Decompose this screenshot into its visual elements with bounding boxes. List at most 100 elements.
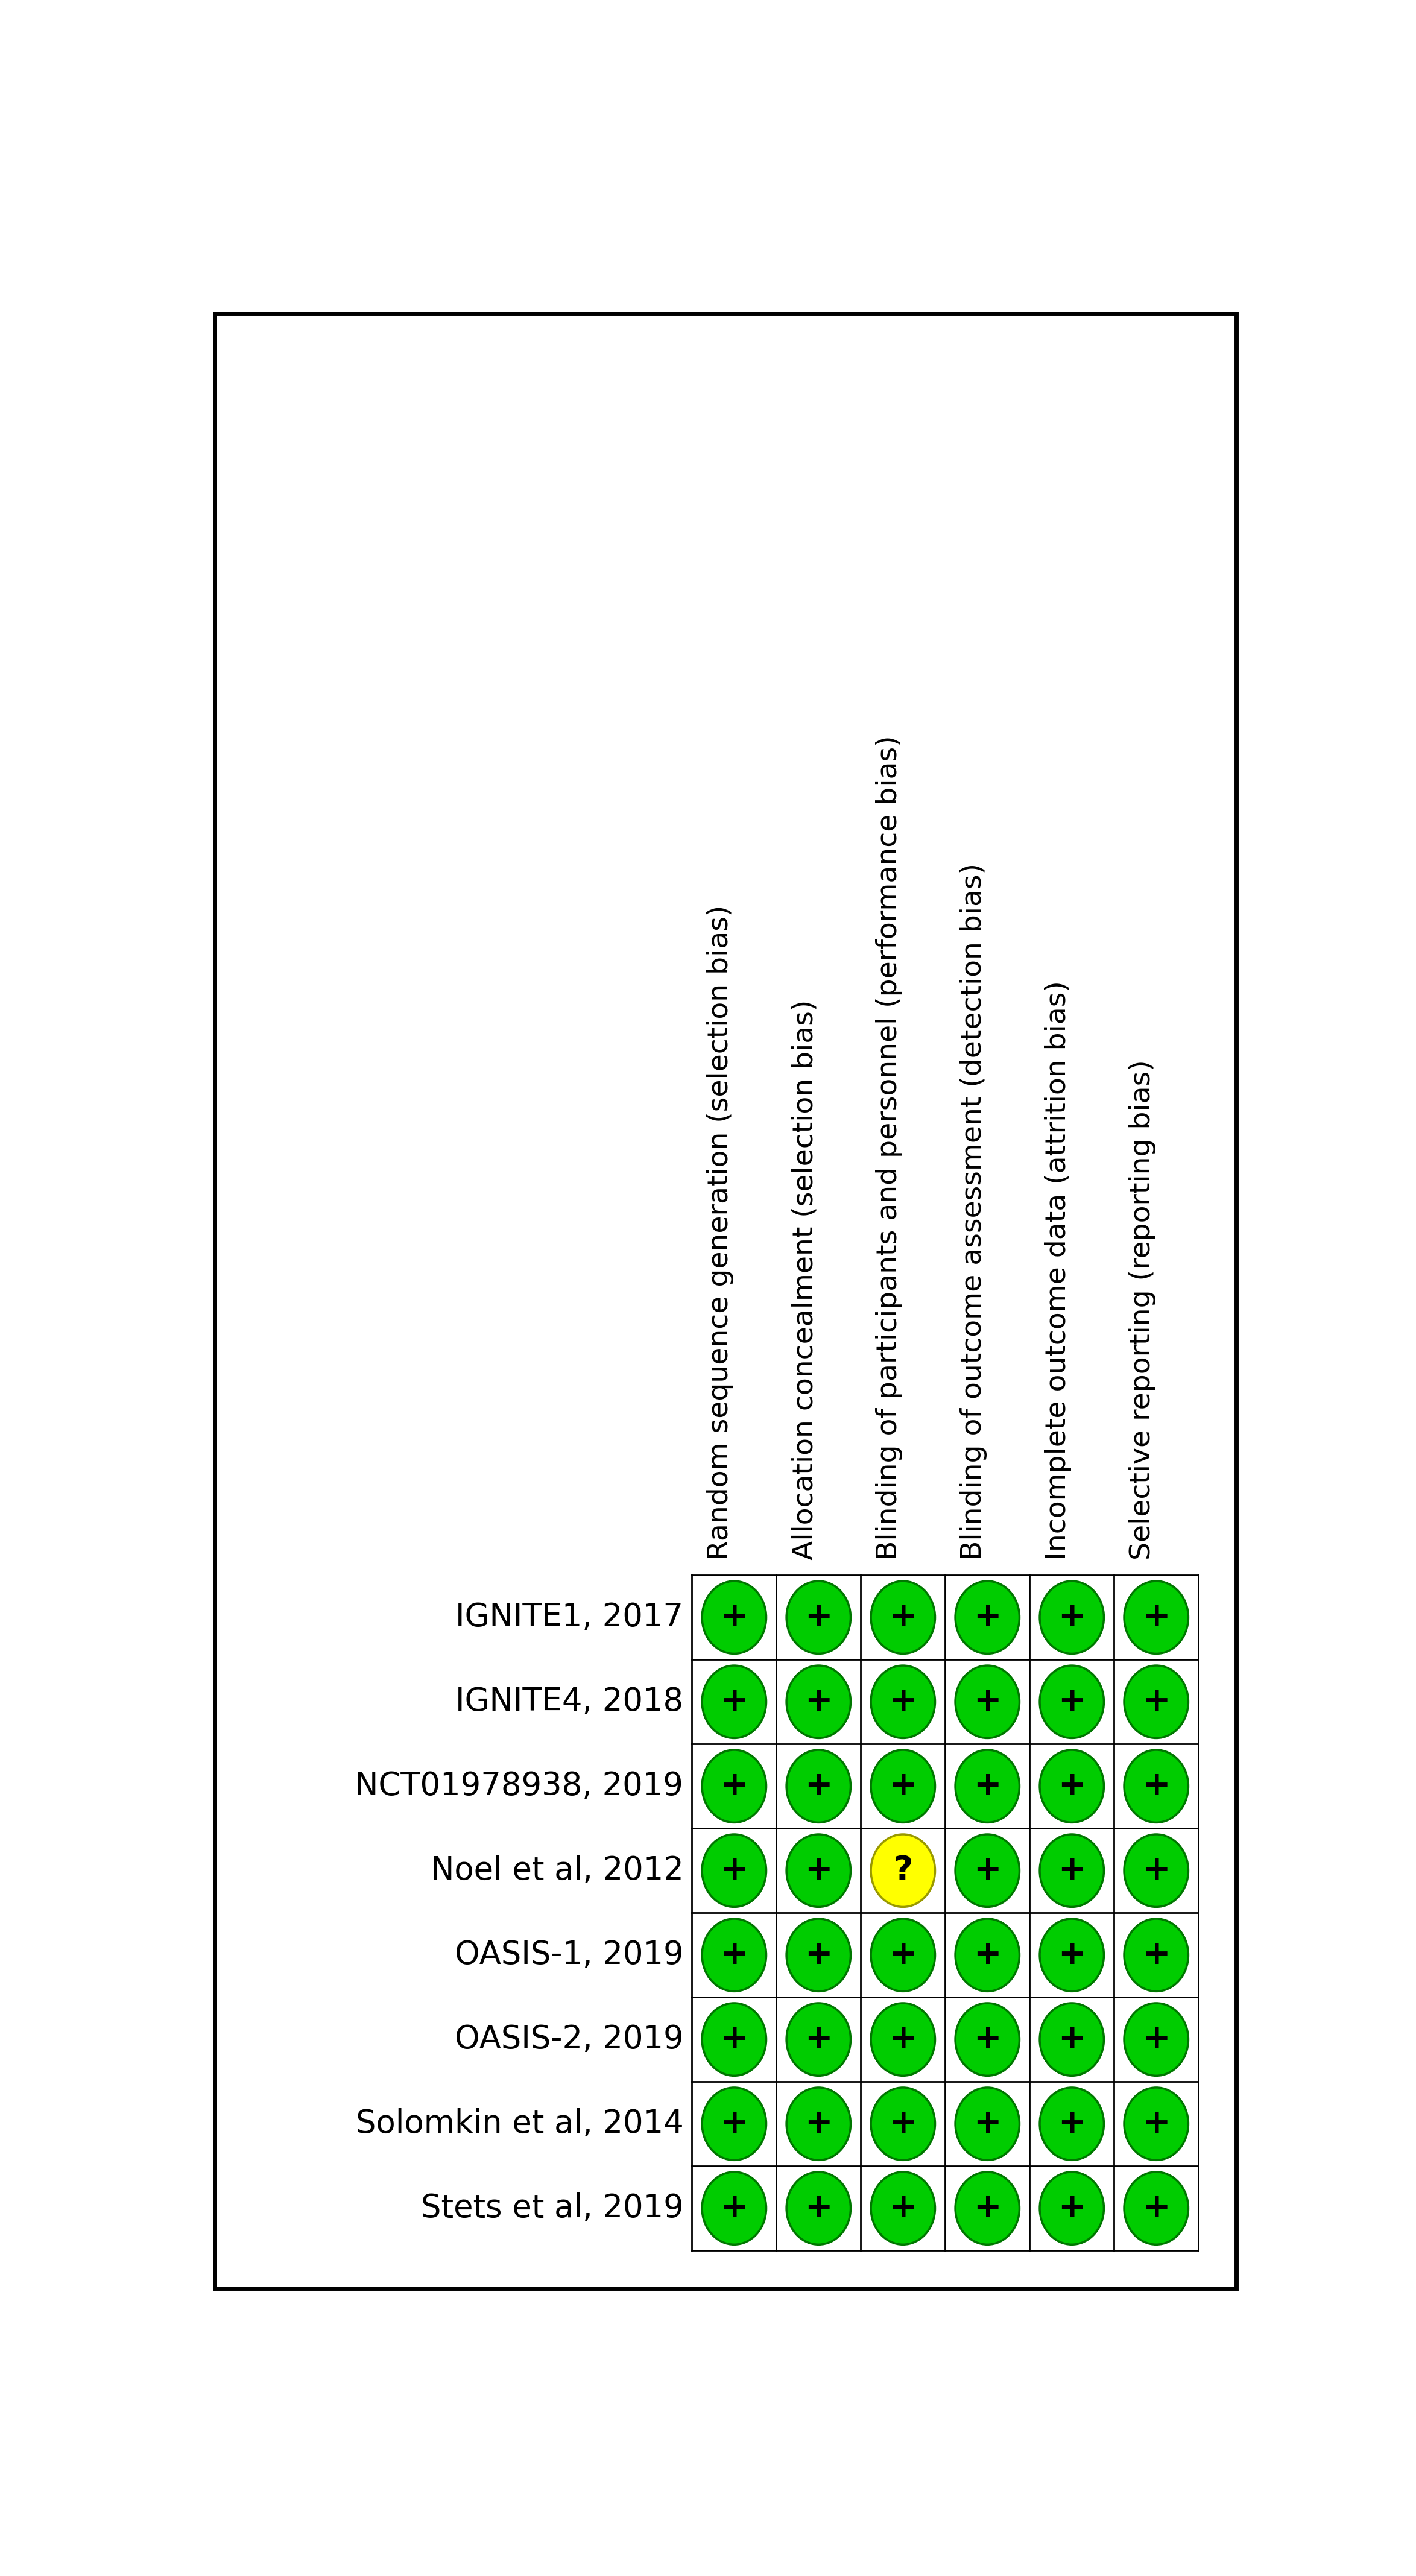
Ellipse shape — [702, 1919, 766, 1991]
Ellipse shape — [702, 1834, 766, 1906]
Text: +: + — [1058, 1770, 1086, 1803]
Text: +: + — [889, 1940, 918, 1971]
Ellipse shape — [871, 1667, 935, 1739]
Ellipse shape — [956, 2004, 1020, 2076]
Ellipse shape — [956, 1667, 1020, 1739]
Ellipse shape — [1124, 1834, 1188, 1906]
Ellipse shape — [1124, 2172, 1188, 2244]
Text: +: + — [973, 2107, 1001, 2141]
Ellipse shape — [1039, 2087, 1104, 2161]
Text: +: + — [804, 1940, 833, 1971]
Ellipse shape — [956, 1582, 1020, 1654]
Text: +: + — [889, 1685, 918, 1718]
Text: +: + — [889, 2192, 918, 2226]
Text: +: + — [973, 1602, 1001, 1633]
Ellipse shape — [1039, 2004, 1104, 2076]
Ellipse shape — [702, 2172, 766, 2244]
Text: +: + — [721, 1770, 748, 1803]
Ellipse shape — [956, 2087, 1020, 2161]
Text: +: + — [973, 1770, 1001, 1803]
Text: OASIS-1, 2019: OASIS-1, 2019 — [455, 1940, 684, 1971]
Text: +: + — [973, 2192, 1001, 2226]
Text: +: + — [721, 1940, 748, 1971]
Text: +: + — [721, 1685, 748, 1718]
Text: Stets et al, 2019: Stets et al, 2019 — [421, 2192, 684, 2223]
Ellipse shape — [1039, 1667, 1104, 1739]
Text: +: + — [889, 1770, 918, 1803]
Ellipse shape — [1039, 1582, 1104, 1654]
Ellipse shape — [871, 2172, 935, 2244]
Ellipse shape — [1124, 1582, 1188, 1654]
Text: +: + — [1058, 1940, 1086, 1971]
Ellipse shape — [871, 1749, 935, 1821]
Text: +: + — [1058, 2107, 1086, 2141]
Text: IGNITE4, 2018: IGNITE4, 2018 — [456, 1687, 684, 1718]
Text: +: + — [804, 2107, 833, 2141]
Ellipse shape — [871, 1834, 935, 1906]
Text: +: + — [1143, 1770, 1170, 1803]
Text: Incomplete outcome data (attrition bias): Incomplete outcome data (attrition bias) — [1045, 981, 1072, 1561]
Text: +: + — [1143, 1602, 1170, 1633]
Text: +: + — [804, 2022, 833, 2056]
Text: +: + — [804, 1770, 833, 1803]
Text: +: + — [1143, 2022, 1170, 2056]
Ellipse shape — [1124, 1749, 1188, 1821]
Ellipse shape — [786, 1667, 851, 1739]
Text: +: + — [1143, 2192, 1170, 2226]
Text: Selective reporting (reporting bias): Selective reporting (reporting bias) — [1129, 1059, 1157, 1561]
Ellipse shape — [1124, 2087, 1188, 2161]
Text: +: + — [804, 2192, 833, 2226]
Text: Random sequence generation (selection bias): Random sequence generation (selection bi… — [707, 904, 733, 1561]
Ellipse shape — [956, 2172, 1020, 2244]
Ellipse shape — [702, 2087, 766, 2161]
Text: +: + — [721, 2192, 748, 2226]
Text: +: + — [973, 1855, 1001, 1886]
Text: +: + — [1058, 2192, 1086, 2226]
Text: +: + — [804, 1602, 833, 1633]
Ellipse shape — [1039, 1749, 1104, 1821]
Ellipse shape — [871, 2004, 935, 2076]
Text: +: + — [1143, 2107, 1170, 2141]
Ellipse shape — [786, 2087, 851, 2161]
Ellipse shape — [702, 2004, 766, 2076]
Text: +: + — [889, 2022, 918, 2056]
Text: Blinding of outcome assessment (detection bias): Blinding of outcome assessment (detectio… — [960, 863, 987, 1561]
Text: +: + — [1058, 1685, 1086, 1718]
Text: +: + — [973, 1940, 1001, 1971]
Ellipse shape — [871, 1919, 935, 1991]
Ellipse shape — [786, 1749, 851, 1821]
Text: OASIS-2, 2019: OASIS-2, 2019 — [455, 2025, 684, 2056]
Text: +: + — [973, 1685, 1001, 1718]
Ellipse shape — [1124, 1919, 1188, 1991]
Text: +: + — [1143, 1940, 1170, 1971]
Text: Noel et al, 2012: Noel et al, 2012 — [430, 1855, 684, 1886]
Text: +: + — [721, 2022, 748, 2056]
Ellipse shape — [1124, 2004, 1188, 2076]
Text: +: + — [973, 2022, 1001, 2056]
Ellipse shape — [956, 1749, 1020, 1821]
Ellipse shape — [956, 1919, 1020, 1991]
Ellipse shape — [702, 1749, 766, 1821]
Ellipse shape — [1039, 2172, 1104, 2244]
FancyBboxPatch shape — [215, 314, 1236, 2287]
Text: +: + — [889, 1602, 918, 1633]
Ellipse shape — [786, 2004, 851, 2076]
Text: +: + — [804, 1855, 833, 1886]
Text: Solomkin et al, 2014: Solomkin et al, 2014 — [355, 2107, 684, 2141]
Ellipse shape — [786, 1582, 851, 1654]
Ellipse shape — [871, 2087, 935, 2161]
Text: Blinding of participants and personnel (performance bias): Blinding of participants and personnel (… — [877, 734, 903, 1561]
Ellipse shape — [702, 1582, 766, 1654]
Text: +: + — [1058, 2022, 1086, 2056]
Text: +: + — [1143, 1685, 1170, 1718]
Text: +: + — [721, 1602, 748, 1633]
Text: +: + — [889, 2107, 918, 2141]
Text: +: + — [721, 1855, 748, 1886]
Text: Allocation concealment (selection bias): Allocation concealment (selection bias) — [792, 999, 818, 1561]
Text: +: + — [1143, 1855, 1170, 1886]
Ellipse shape — [1039, 1834, 1104, 1906]
Ellipse shape — [702, 1667, 766, 1739]
Ellipse shape — [871, 1582, 935, 1654]
Text: +: + — [1058, 1602, 1086, 1633]
Ellipse shape — [786, 1834, 851, 1906]
